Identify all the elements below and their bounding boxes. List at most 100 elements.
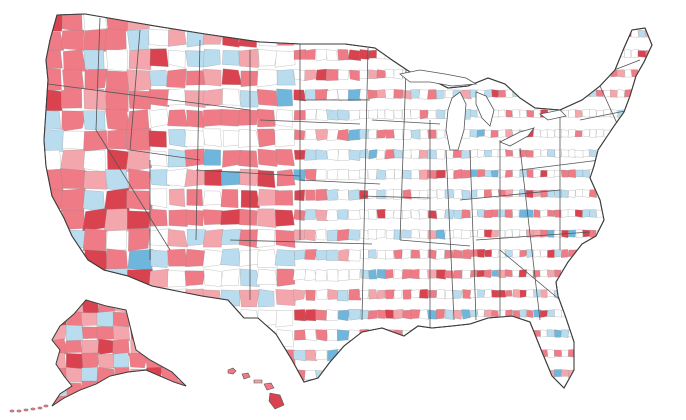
county	[539, 369, 548, 378]
county	[394, 49, 404, 60]
county	[638, 210, 647, 218]
county	[127, 268, 153, 291]
county	[547, 29, 555, 37]
county	[469, 129, 479, 138]
county	[561, 169, 570, 178]
county	[167, 148, 188, 168]
county	[385, 390, 395, 400]
county	[504, 269, 513, 277]
county	[326, 29, 339, 42]
alaska-borough	[97, 338, 115, 355]
county	[638, 289, 647, 297]
county	[326, 329, 339, 341]
county	[567, 89, 576, 98]
county	[644, 369, 652, 377]
county	[453, 249, 463, 259]
county	[533, 389, 540, 396]
county	[574, 14, 583, 18]
county	[546, 309, 556, 317]
county	[238, 109, 258, 126]
county	[476, 209, 485, 218]
county	[167, 270, 187, 288]
county	[631, 390, 638, 398]
county	[532, 249, 541, 258]
county	[567, 269, 576, 278]
county	[304, 149, 317, 161]
county	[659, 190, 666, 198]
alaska-borough	[128, 353, 148, 369]
county	[376, 290, 386, 300]
county	[419, 169, 429, 180]
county	[304, 309, 317, 322]
county	[653, 310, 661, 317]
county	[575, 189, 584, 197]
county	[659, 30, 667, 38]
county	[304, 48, 316, 60]
county	[477, 149, 485, 158]
county	[518, 350, 527, 358]
county	[186, 109, 205, 128]
county	[554, 149, 562, 158]
county	[204, 389, 222, 408]
county	[461, 209, 472, 219]
county	[574, 109, 583, 118]
county	[60, 270, 83, 292]
county	[462, 289, 472, 299]
county	[359, 309, 370, 320]
county	[505, 70, 514, 78]
alaska-borough	[97, 353, 116, 369]
county	[125, 149, 152, 172]
county	[368, 370, 377, 379]
county	[348, 288, 362, 301]
county	[470, 269, 478, 278]
county	[239, 289, 260, 308]
alaska-borough	[176, 394, 186, 406]
county	[603, 209, 612, 218]
alaska-borough	[65, 324, 83, 342]
county	[546, 329, 555, 337]
county	[519, 69, 528, 78]
county	[602, 309, 612, 317]
county	[444, 14, 455, 20]
county	[419, 129, 429, 139]
county	[540, 69, 549, 78]
alaska-borough	[81, 352, 100, 370]
county	[149, 329, 171, 347]
county	[596, 29, 605, 38]
county	[337, 189, 349, 201]
county	[427, 369, 438, 379]
county	[44, 110, 62, 131]
county	[512, 190, 520, 197]
county	[427, 189, 437, 199]
county	[505, 369, 513, 378]
county	[220, 189, 239, 208]
county	[576, 391, 583, 398]
county	[652, 110, 659, 117]
county	[505, 29, 514, 38]
county	[630, 369, 640, 378]
county	[435, 349, 446, 359]
county	[385, 249, 394, 260]
county	[305, 109, 317, 121]
county	[659, 110, 666, 118]
county	[484, 349, 492, 358]
alaska-borough	[129, 311, 147, 327]
alaska-borough	[178, 325, 186, 342]
county	[476, 129, 485, 137]
county	[419, 349, 429, 360]
county	[185, 50, 206, 68]
county	[638, 309, 647, 317]
county	[596, 349, 605, 358]
county	[631, 309, 640, 318]
county	[166, 14, 187, 26]
county	[128, 389, 150, 412]
county	[490, 230, 499, 238]
county	[476, 14, 486, 17]
county	[368, 289, 378, 300]
county	[256, 268, 278, 285]
county	[82, 208, 107, 232]
county	[238, 150, 259, 168]
county	[589, 69, 598, 77]
county	[368, 14, 379, 19]
county	[483, 289, 493, 298]
